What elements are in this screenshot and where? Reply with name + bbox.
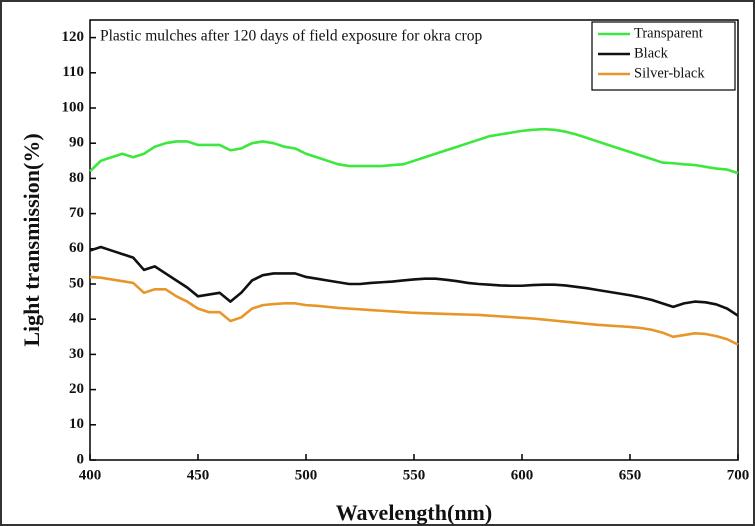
y-tick-label: 30: [69, 346, 84, 362]
y-tick-label: 40: [69, 311, 84, 327]
x-tick-label: 550: [403, 467, 426, 483]
y-tick-label: 100: [62, 99, 85, 115]
y-tick-label: 20: [69, 381, 84, 397]
series-line: [89, 275, 739, 346]
series-line: [89, 245, 739, 317]
y-tick-label: 110: [62, 64, 84, 80]
y-tick-label: 0: [77, 451, 85, 467]
x-tick-label: 400: [79, 467, 102, 483]
y-axis-label: Light transmission(%): [19, 133, 44, 346]
legend-label: Black: [634, 45, 669, 61]
legend-label: Silver-black: [634, 65, 705, 81]
x-tick-label: 700: [727, 467, 750, 483]
y-tick-label: 70: [69, 205, 84, 221]
chart-title: Plastic mulches after 120 days of field …: [100, 28, 482, 45]
x-tick-label: 500: [295, 467, 318, 483]
legend-label: Transparent: [634, 25, 703, 41]
y-tick-label: 90: [69, 135, 84, 151]
y-tick-label: 50: [69, 275, 84, 291]
x-tick-label: 650: [619, 467, 642, 483]
y-tick-label: 10: [69, 416, 84, 432]
x-tick-label: 450: [187, 467, 210, 483]
y-tick-label: 60: [69, 240, 84, 256]
x-tick-label: 600: [511, 467, 534, 483]
series-line: [89, 127, 739, 175]
y-tick-label: 80: [69, 170, 84, 186]
x-axis-label: Wavelength(nm): [336, 500, 492, 525]
y-tick-label: 120: [62, 29, 85, 45]
